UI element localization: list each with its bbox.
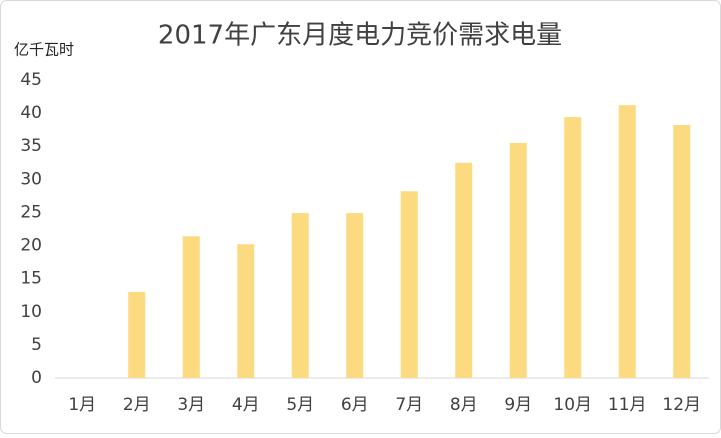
bar [673,125,691,378]
y-tick-label: 10 [20,302,42,322]
bar [346,213,364,378]
bar [237,244,255,378]
y-tick-label: 15 [20,269,42,289]
x-tick-label: 10月 [553,395,592,415]
bar [400,191,418,378]
x-tick-label: 3月 [177,395,205,415]
x-tick-label: 2月 [123,395,151,415]
x-tick-label: 11月 [608,395,647,415]
bar [564,117,582,378]
x-tick-label: 8月 [450,395,478,415]
x-tick-label: 7月 [395,395,423,415]
x-tick-label: 4月 [232,395,260,415]
x-tick-label: 9月 [504,395,532,415]
y-tick-label: 35 [20,136,42,156]
bar [455,162,473,378]
bar [509,142,527,378]
y-axis-label: 亿千瓦时 [14,41,74,59]
y-tick-label: 25 [20,202,42,222]
y-tick-label: 30 [20,169,42,189]
bar [128,291,146,378]
chart-title: 2017年广东月度电力竞价需求电量 [158,21,562,51]
x-tick-label: 5月 [286,395,314,415]
bar [291,213,309,378]
bar [182,236,200,378]
x-tick-label: 6月 [341,395,369,415]
y-tick-label: 20 [20,236,42,256]
y-tick-label: 40 [20,103,42,123]
x-tick-label: 12月 [662,395,701,415]
y-tick-label: 45 [20,70,42,90]
bar [618,105,636,379]
x-tick-label: 1月 [68,395,96,415]
y-tick-label: 0 [31,368,42,388]
y-tick-label: 5 [31,335,42,355]
